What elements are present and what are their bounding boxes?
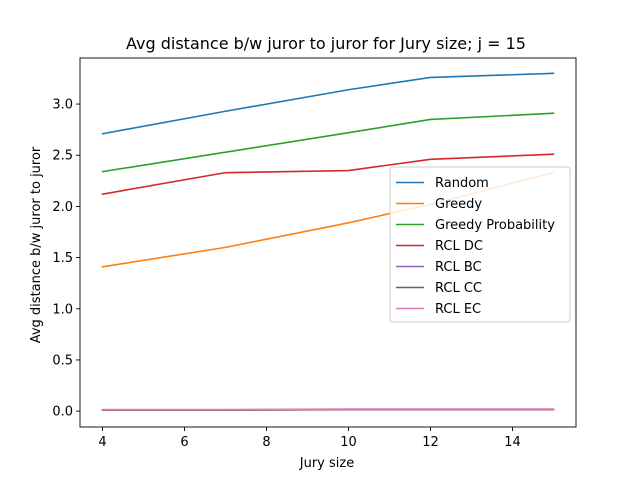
- y-tick-label-4: 2.0: [52, 200, 73, 215]
- x-tick-label-1: 6: [180, 435, 188, 450]
- y-tick-label-5: 2.5: [52, 149, 73, 164]
- legend-label-3: RCL DC: [435, 239, 483, 254]
- x-axis-label: Jury size: [299, 456, 354, 471]
- legend: Random Greedy Greedy Probability RCL DC RCL …: [389, 166, 571, 323]
- legend-label-4: RCL BC: [435, 260, 482, 275]
- legend-label-0: Random: [435, 176, 489, 191]
- y-tick-label-3: 1.5: [52, 251, 73, 266]
- x-tick-label-3: 10: [340, 435, 357, 450]
- chart-title: Avg distance b/w juror to juror for Jury…: [126, 34, 526, 53]
- series-line-6: [101, 408, 555, 411]
- x-axis-ticks: 4 6 8 10 12 14: [98, 427, 521, 450]
- series-line-3: [101, 153, 555, 196]
- legend-label-2: Greedy Probability: [435, 218, 555, 233]
- x-tick-label-5: 14: [504, 435, 521, 450]
- y-tick-label-0: 0.0: [52, 405, 73, 420]
- legend-label-5: RCL CC: [435, 281, 482, 296]
- x-tick-label-0: 4: [98, 435, 106, 450]
- plot-area: [79, 57, 577, 428]
- axes-frame: [79, 57, 577, 428]
- series-line-0: [101, 72, 555, 135]
- y-tick-label-1: 0.5: [52, 353, 73, 368]
- legend-box: [389, 166, 571, 323]
- y-tick-label-2: 1.0: [52, 302, 73, 317]
- y-axis-label: Avg distance b/w juror to juror: [29, 146, 44, 343]
- x-tick-label-2: 8: [262, 435, 270, 450]
- legend-label-6: RCL EC: [435, 302, 481, 317]
- y-tick-label-6: 3.0: [52, 98, 73, 113]
- legend-label-1: Greedy: [435, 197, 482, 212]
- y-axis-ticks: 0.0 0.5 1.0 1.5 2.0 2.5 3.0: [52, 98, 80, 420]
- x-tick-label-4: 12: [422, 435, 439, 450]
- series-line-2: [101, 112, 555, 173]
